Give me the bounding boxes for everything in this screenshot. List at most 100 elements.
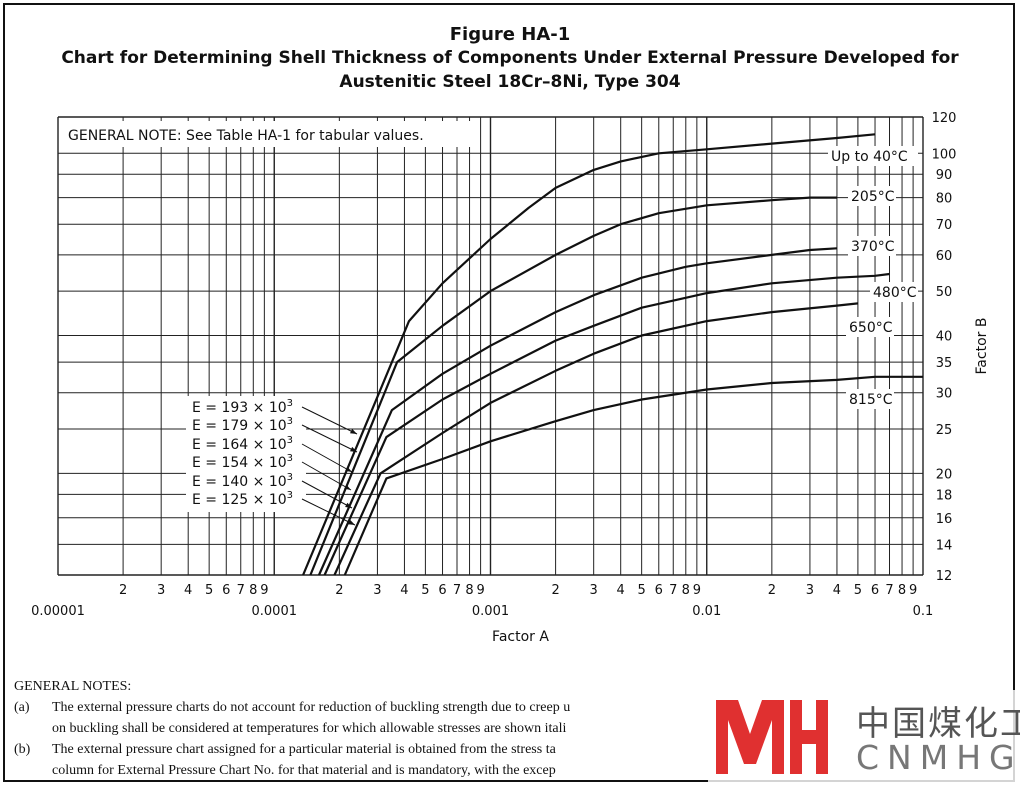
e-modulus-label: E = 193 × 103	[192, 398, 293, 416]
x-minor-tick-label: 8	[249, 583, 257, 598]
series-label: 480°C	[873, 285, 917, 301]
general-note: GENERAL NOTE: See Table HA-1 for tabular…	[68, 128, 424, 144]
e-modulus-label: E = 164 × 103	[192, 435, 293, 453]
series-label-background	[848, 236, 896, 256]
series-label-background	[828, 146, 918, 166]
y-axis-label: Factor B	[974, 318, 990, 375]
e-modulus-label: E = 140 × 103	[192, 472, 293, 490]
x-minor-tick-label: 4	[400, 583, 408, 598]
y-tick-label: 30	[936, 387, 953, 402]
curve-5	[333, 302, 859, 576]
note-a-key: (a)	[14, 700, 30, 715]
e-leader-line	[301, 480, 353, 509]
note-a-line-1: The external pressure charts do not acco…	[52, 700, 571, 715]
figure-subtitle-line-1: Chart for Determining Shell Thickness of…	[61, 48, 959, 68]
note-a: (a) The external pressure charts do not …	[14, 697, 1004, 739]
note-b: (b) The external pressure chart assigned…	[14, 739, 1004, 781]
y-tick-label: 40	[936, 330, 953, 345]
y-tick-label: 60	[936, 249, 953, 264]
x-minor-tick-label: 6	[655, 583, 663, 598]
notes-heading: GENERAL NOTES:	[14, 679, 132, 694]
curve-6	[343, 375, 923, 576]
y-tick-label: 16	[936, 512, 953, 527]
external-pressure-chart: 2 3 4 5 6 7 8 9 2 3 4 5 6 7 8 9 2 3 4 5 6 7 8 9 2 3 4 5 6 7 8 90.00001 0…	[31, 111, 990, 645]
curve-4	[323, 272, 890, 576]
y-tick-label: 12	[936, 569, 953, 584]
series-label: 815°C	[849, 392, 893, 408]
x-minor-tick-label: 3	[806, 583, 814, 598]
series-label: 650°C	[849, 320, 893, 336]
x-major-tick-label: 0.1	[913, 604, 934, 619]
note-b-line-2: column for External Pressure Chart No. f…	[52, 763, 556, 778]
series-label: 205°C	[851, 189, 895, 205]
x-minor-tick-label: 6	[438, 583, 446, 598]
general-notes: GENERAL NOTES: (a) The external pressure…	[14, 676, 1004, 781]
y-tick-label: 100	[932, 147, 957, 162]
watermark-english-text: CNMHG	[856, 738, 1020, 777]
x-minor-tick-label: 7	[885, 583, 893, 598]
y-tick-label: 35	[936, 356, 953, 371]
x-minor-tick-label: 8	[465, 583, 473, 598]
y-tick-label: 14	[936, 538, 953, 553]
x-minor-tick-label: 3	[590, 583, 598, 598]
x-minor-tick-label: 7	[453, 583, 461, 598]
e-leader-line	[301, 498, 356, 526]
y-tick-label: 120	[932, 111, 957, 126]
watermark-chinese-text: 中国煤化工	[856, 704, 1020, 744]
e-modulus-label: E = 154 × 103	[192, 453, 293, 471]
e-leader-arrowhead	[345, 466, 352, 472]
series-label: Up to 40°C	[831, 149, 908, 165]
y-tick-label: 18	[936, 488, 953, 503]
figure-title: Figure HA-1	[449, 24, 571, 45]
x-major-tick-label: 0.01	[692, 604, 721, 619]
e-label-background	[186, 396, 306, 512]
x-minor-tick-label: 2	[335, 583, 343, 598]
y-tick-label: 80	[936, 192, 953, 207]
e-leader-line	[301, 461, 352, 491]
x-minor-tick-label: 3	[373, 583, 381, 598]
series-label-background	[870, 282, 918, 302]
x-minor-tick-label: 2	[119, 583, 127, 598]
x-minor-tick-label: 9	[260, 583, 268, 598]
x-minor-tick-label: 3	[157, 583, 165, 598]
x-minor-tick-label: 4	[833, 583, 841, 598]
e-leader-arrowhead	[348, 519, 355, 525]
y-tick-label: 50	[936, 285, 953, 300]
note-b-line-1: The external pressure chart assigned for…	[52, 742, 556, 757]
x-minor-tick-label: 2	[551, 583, 559, 598]
curve-1	[302, 133, 876, 576]
curve-3	[317, 247, 837, 576]
x-minor-tick-label: 8	[682, 583, 690, 598]
x-minor-tick-label: 9	[476, 583, 484, 598]
e-leader-arrowhead	[344, 484, 351, 490]
e-leader-line	[301, 424, 358, 453]
y-tick-label: 70	[936, 218, 953, 233]
e-leader-arrowhead	[350, 428, 357, 434]
x-minor-tick-label: 5	[638, 583, 646, 598]
y-tick-label: 25	[936, 423, 953, 438]
x-major-tick-label: 0.001	[472, 604, 509, 619]
e-modulus-label: E = 179 × 103	[192, 416, 293, 434]
x-minor-tick-label: 4	[184, 583, 192, 598]
x-minor-tick-label: 5	[854, 583, 862, 598]
x-minor-tick-label: 7	[237, 583, 245, 598]
x-minor-tick-label: 6	[222, 583, 230, 598]
series-label-background	[848, 186, 896, 206]
x-minor-tick-label: 2	[768, 583, 776, 598]
watermark: 中国煤化工 CNMHG	[708, 690, 1020, 782]
series-label-background	[846, 389, 894, 409]
e-leader-arrowhead	[350, 446, 357, 452]
e-leader-line	[301, 406, 358, 435]
y-tick-label: 20	[936, 467, 953, 482]
x-axis-label: Factor A	[492, 629, 549, 645]
curve-2	[309, 196, 837, 576]
note-b-key: (b)	[14, 742, 31, 757]
e-leader-line	[301, 443, 353, 473]
x-minor-tick-label: 8	[898, 583, 906, 598]
x-minor-tick-label: 5	[205, 583, 213, 598]
x-major-tick-label: 0.00001	[31, 604, 85, 619]
series-label: 370°C	[851, 239, 895, 255]
x-minor-tick-label: 4	[617, 583, 625, 598]
x-minor-tick-label: 5	[421, 583, 429, 598]
x-minor-tick-label: 9	[909, 583, 917, 598]
